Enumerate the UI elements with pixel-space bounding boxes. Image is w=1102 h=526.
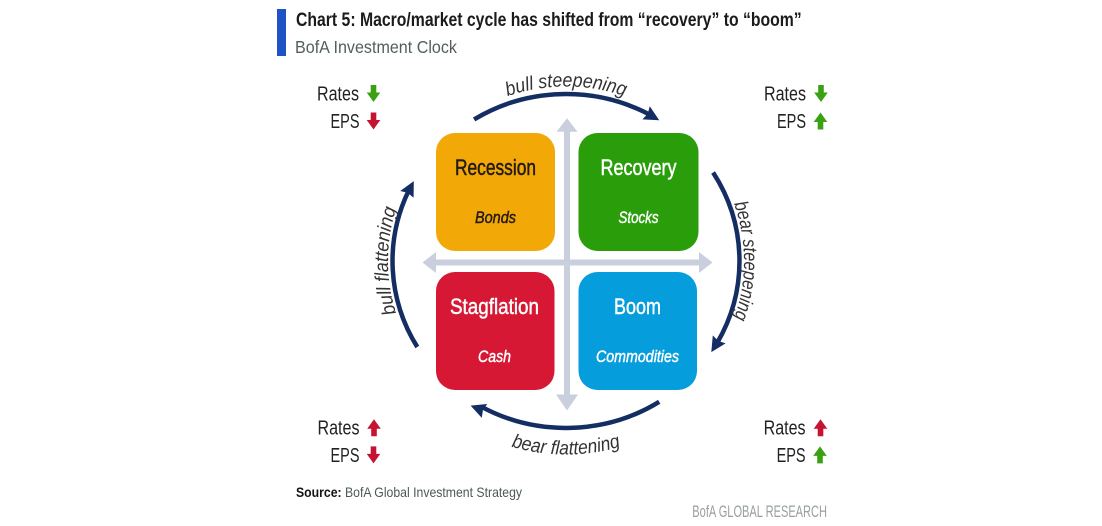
svg-text:bull flattening: bull flattening — [371, 204, 401, 318]
svg-text:Rates: Rates — [764, 83, 806, 105]
svg-text:Rates: Rates — [318, 418, 360, 440]
svg-text:Stagflation: Stagflation — [450, 294, 539, 319]
svg-text:Cash: Cash — [478, 347, 511, 366]
svg-text:bear flattening: bear flattening — [510, 430, 622, 459]
svg-text:Recovery: Recovery — [601, 155, 677, 180]
svg-text:EPS: EPS — [331, 111, 360, 133]
svg-text:Commodities: Commodities — [596, 347, 679, 366]
svg-text:Stocks: Stocks — [619, 208, 659, 227]
svg-text:EPS: EPS — [777, 445, 806, 467]
svg-text:Rates: Rates — [317, 83, 359, 105]
svg-text:Bonds: Bonds — [475, 208, 516, 227]
svg-text:EPS: EPS — [331, 445, 360, 467]
svg-text:Recession: Recession — [455, 155, 536, 180]
svg-text:EPS: EPS — [777, 111, 806, 133]
svg-text:Rates: Rates — [764, 418, 806, 440]
svg-text:bear steepening: bear steepening — [729, 198, 761, 324]
svg-text:Boom: Boom — [614, 294, 661, 319]
